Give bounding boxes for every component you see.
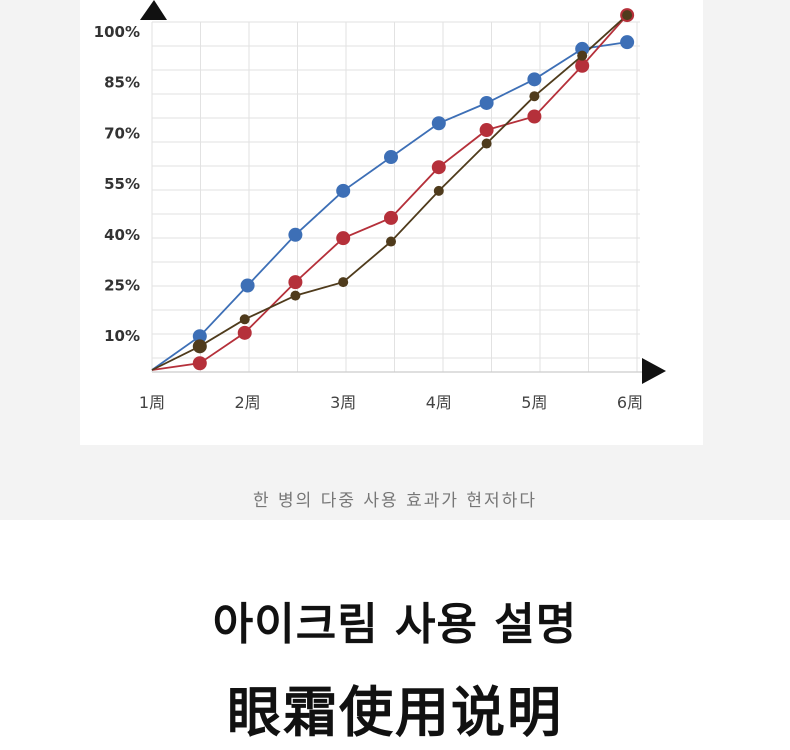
- chart-caption: 한 병의 다중 사용 효과가 현저하다: [253, 491, 537, 511]
- section-title-korean: 아이크림 사용 설명: [212, 599, 578, 650]
- series-2-point: [384, 210, 398, 225]
- series-3-point: [239, 314, 250, 325]
- series-3-point: [577, 50, 588, 61]
- series-2-point: [192, 356, 207, 371]
- x-tick-label: 1周: [139, 393, 165, 412]
- section-title-chinese: 眼霜使用说明: [227, 681, 563, 744]
- series-line-1: [151, 41, 628, 371]
- y-tick-label: 55%: [104, 175, 140, 193]
- x-tick-label: 4周: [426, 393, 452, 412]
- x-axis-arrow-icon: [642, 358, 666, 384]
- series-1-point: [384, 150, 398, 165]
- y-axis-arrow-icon: [140, 0, 167, 20]
- series-1-point: [431, 116, 446, 131]
- series-1-point: [527, 72, 542, 87]
- x-tick-label: 3周: [330, 393, 356, 412]
- series-3-point: [481, 138, 492, 149]
- series-2-point: [336, 231, 351, 246]
- x-tick-label: 5周: [521, 393, 547, 412]
- series-3-point: [529, 91, 540, 102]
- series-1-point: [192, 329, 207, 344]
- y-tick-label: 10%: [104, 327, 140, 345]
- x-tick-label: 6周: [617, 393, 643, 412]
- series-3-point: [386, 236, 396, 247]
- series-2-point: [431, 160, 446, 175]
- series-3-point: [433, 185, 444, 196]
- chart-card: 100% 85% 70% 55% 40% 25% 10% 1周 2周 3周 4周 5周 6周: [80, 0, 703, 445]
- series-1-point: [620, 35, 635, 50]
- series-1-point: [336, 183, 351, 198]
- series-2-point: [288, 275, 303, 290]
- line-chart: 100% 85% 70% 55% 40% 25% 10% 1周 2周 3周 4周 5周 6周: [94, 0, 666, 412]
- series-line-3: [151, 14, 628, 371]
- series-2-point: [237, 325, 252, 340]
- series-1-point: [288, 227, 303, 242]
- y-tick-label: 40%: [104, 226, 140, 244]
- y-tick-label: 100%: [94, 23, 140, 41]
- y-tick-label: 85%: [104, 74, 140, 92]
- y-tick-label: 25%: [104, 277, 140, 295]
- x-tick-label: 2周: [235, 393, 261, 412]
- y-tick-label: 70%: [104, 124, 140, 142]
- series-2-point: [479, 123, 494, 138]
- series-1-point: [240, 278, 255, 293]
- series-2-point: [575, 58, 590, 73]
- series-3-point: [290, 290, 301, 301]
- series-2-point: [527, 109, 542, 124]
- series-1-point: [479, 95, 494, 110]
- series-3-point: [192, 339, 207, 354]
- series-line-2: [151, 14, 628, 371]
- series-3-point: [338, 277, 349, 288]
- series-3-point: [622, 10, 633, 21]
